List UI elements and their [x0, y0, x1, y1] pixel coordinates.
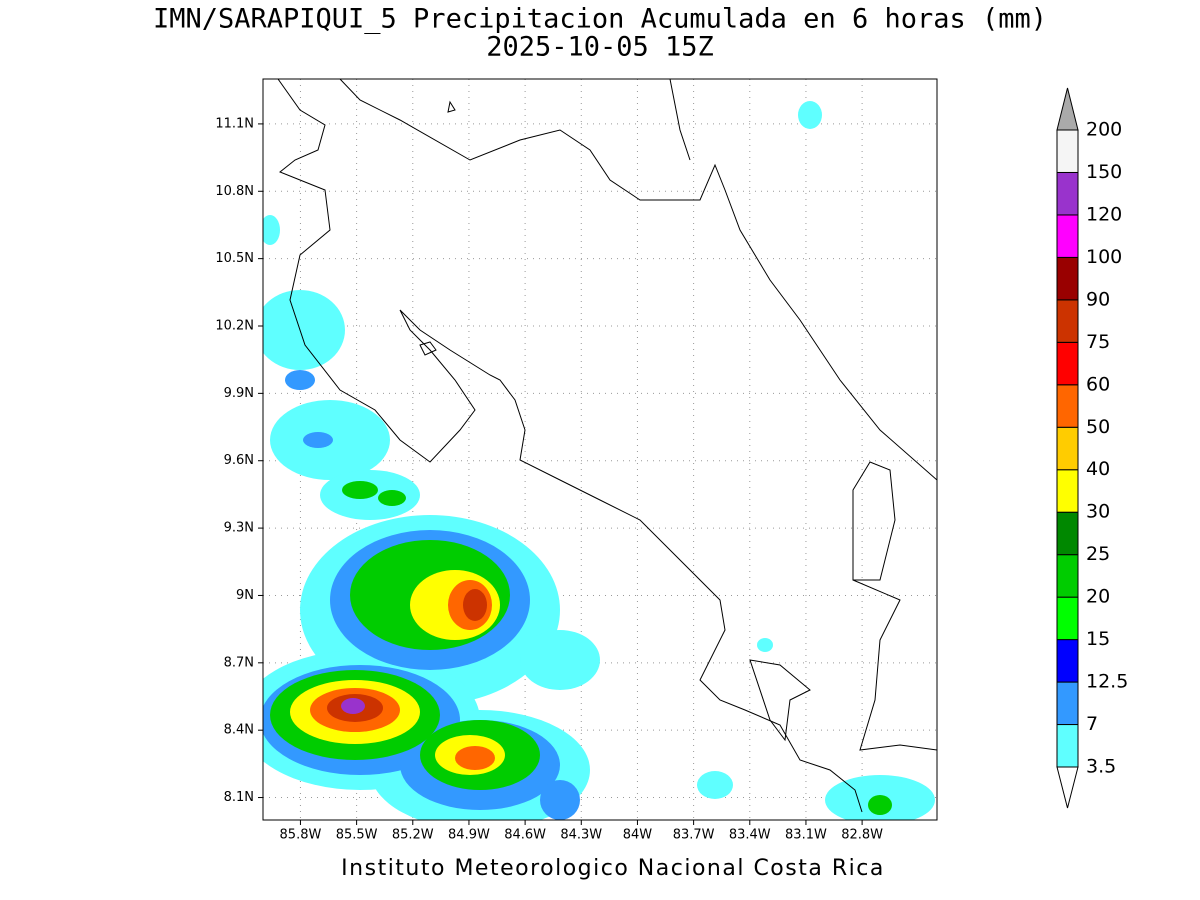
y-tick-label: 8.4N: [224, 723, 254, 738]
y-tick-label: 8.1N: [224, 790, 254, 805]
y-tick-label: 10.2N: [215, 319, 254, 334]
y-tick-label: 11.1N: [215, 116, 254, 131]
grid: [263, 79, 937, 820]
x-tick-label: 85.5W: [336, 828, 378, 843]
y-tick-label: 9.3N: [224, 521, 254, 536]
colorbar-label: 60: [1086, 373, 1110, 395]
footer: Instituto Meteorologico Nacional Costa R…: [341, 856, 885, 881]
colorbar-under: [1056, 766, 1079, 809]
y-tick-label: 10.8N: [215, 184, 254, 199]
colorbar-segment: [1056, 554, 1079, 598]
colorbar-segment: [1056, 214, 1079, 258]
colorbar-label: 30: [1086, 501, 1110, 523]
colorbar-segment: [1056, 171, 1079, 216]
colorbar-segment: [1056, 129, 1079, 173]
colorbar-label: 3.5: [1086, 756, 1116, 778]
colorbar-label: 50: [1086, 416, 1110, 438]
y-tick-label: 9N: [236, 588, 254, 603]
colorbar-label: 150: [1086, 161, 1122, 183]
colorbar-label: 12.5: [1086, 671, 1128, 693]
y-tick-label: 9.9N: [224, 386, 254, 401]
colorbar-segment: [1056, 341, 1079, 386]
x-tick-label: 83.7W: [673, 828, 715, 843]
y-tick-label: 9.6N: [224, 453, 254, 468]
colorbar-segment: [1056, 426, 1079, 471]
colorbar-label: 40: [1086, 458, 1110, 480]
colorbar-segment: [1056, 384, 1079, 428]
title: IMN/SARAPIQUI_5 Precipitacion Acumulada …: [153, 4, 1047, 35]
axis-labels: 85.8W 85.5W 85.2W 84.9W 84.6W 84.3W 84W 83.7W 83…: [215, 116, 883, 842]
subtitle: 2025-10-05 15Z: [486, 32, 714, 63]
x-tick-label: 84.6W: [504, 828, 546, 843]
colorbar-over: [1056, 87, 1079, 131]
x-tick-label: 85.8W: [280, 828, 322, 843]
colorbar-label: 15: [1086, 628, 1110, 650]
colorbar-segment: [1056, 469, 1079, 513]
x-tick-label: 85.2W: [392, 828, 434, 843]
map-frame: [262, 78, 938, 821]
colorbar-label: 25: [1086, 543, 1110, 565]
colorbar: 3.5 7 12.5 15 20 25 30 40 50 60 75 90 100 120 150 200: [1056, 87, 1128, 809]
precip-field: [263, 101, 935, 820]
colorbar-label: 120: [1086, 203, 1122, 225]
colorbar-label: 90: [1086, 288, 1110, 310]
y-tick-label: 8.7N: [224, 655, 254, 670]
colorbar-label: 200: [1086, 119, 1122, 141]
colorbar-label: 20: [1086, 586, 1110, 608]
x-tick-label: 83.4W: [729, 828, 771, 843]
colorbar-segment: [1056, 299, 1079, 343]
colorbar-segment: [1056, 511, 1079, 556]
colorbar-segment: [1056, 256, 1079, 301]
colorbar-segment: [1056, 596, 1079, 641]
x-tick-label: 84.9W: [448, 828, 490, 843]
colorbar-segment: [1056, 639, 1079, 683]
coastlines: [277, 79, 937, 813]
x-tick-label: 82.8W: [841, 828, 883, 843]
colorbar-label: 75: [1086, 331, 1110, 353]
colorbar-label: 7: [1086, 713, 1098, 735]
colorbar-segment: [1056, 681, 1079, 726]
precip-max: [341, 698, 365, 714]
colorbar-segment: [1056, 724, 1079, 768]
x-tick-label: 84.3W: [560, 828, 602, 843]
x-tick-label: 84W: [623, 828, 653, 843]
y-tick-label: 10.5N: [215, 251, 254, 266]
colorbar-label: 100: [1086, 246, 1122, 268]
x-tick-label: 83.1W: [785, 828, 827, 843]
